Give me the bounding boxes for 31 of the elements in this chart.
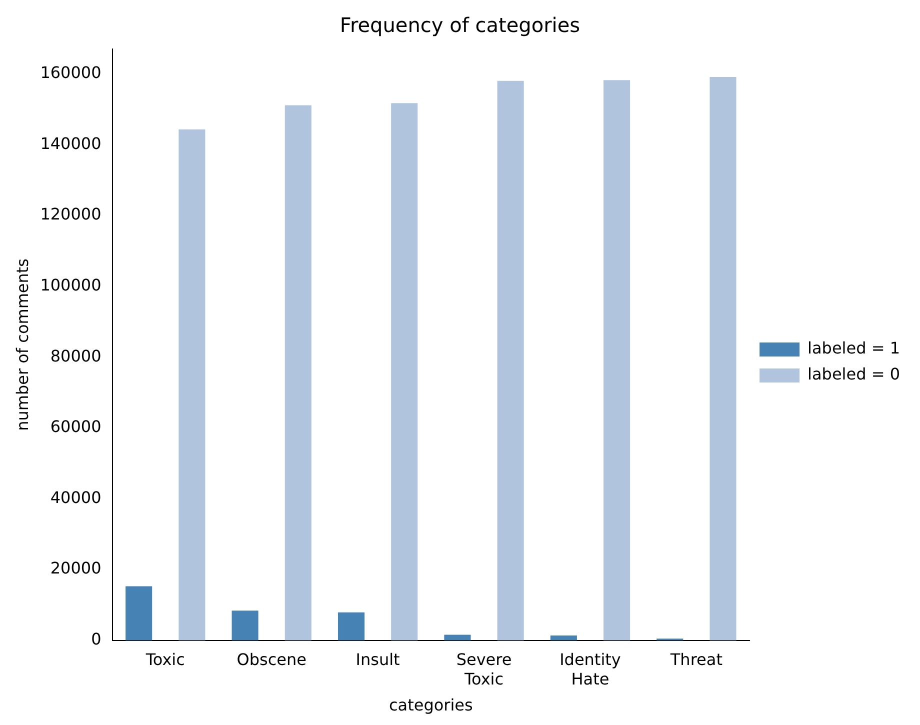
x-tick-label: Threat (669, 650, 722, 670)
bar (550, 635, 577, 640)
x-tick-label: Severe Toxic (456, 650, 512, 688)
bar (178, 129, 206, 640)
bar (391, 103, 418, 640)
bar (126, 586, 152, 640)
bar (232, 610, 258, 640)
x-tick-label: Toxic (144, 650, 185, 670)
y-tick-label: 140000 (40, 134, 102, 153)
y-tick-label: 60000 (50, 417, 102, 436)
y-tick-label: 20000 (50, 558, 102, 578)
y-axis-title: number of comments (12, 258, 32, 431)
bar (444, 634, 471, 640)
x-tick-label: Insult (356, 650, 400, 670)
x-tick-label: Identity Hate (560, 650, 621, 688)
bar (284, 105, 312, 640)
x-tick-label: Obscene (236, 650, 306, 670)
y-tick-label: 120000 (40, 204, 102, 224)
legend-label: labeled = 0 (808, 364, 900, 384)
y-tick-label: 80000 (50, 346, 102, 366)
bar (338, 612, 365, 640)
chart-title: Frequency of categories (340, 13, 580, 38)
legend-label: labeled = 1 (808, 338, 900, 358)
x-axis-title: categories (388, 696, 473, 715)
bar (710, 76, 736, 640)
y-tick-label: 100000 (40, 275, 102, 294)
y-tick-label: 40000 (50, 488, 102, 507)
y-tick-label: 0 (91, 630, 102, 649)
bar (604, 80, 630, 640)
y-tick-label: 160000 (40, 62, 102, 82)
bar (497, 80, 524, 640)
